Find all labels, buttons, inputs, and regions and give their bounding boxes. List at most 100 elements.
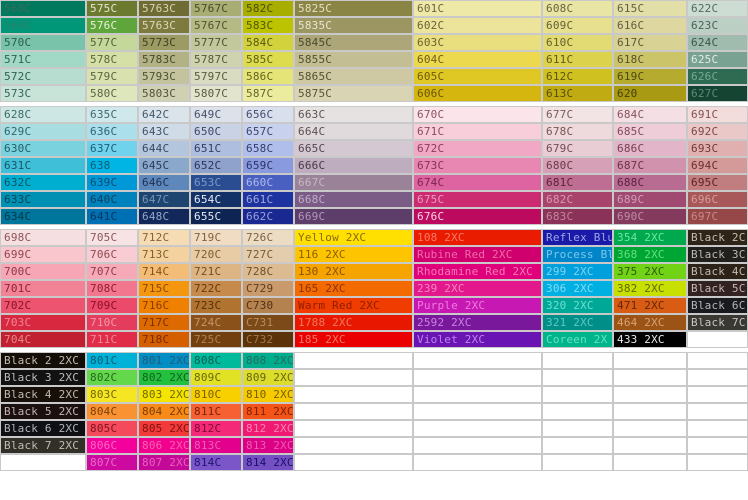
color-swatch[interactable]: 5825C xyxy=(294,0,413,17)
color-swatch[interactable]: 627C xyxy=(687,85,748,102)
color-swatch[interactable]: 665C xyxy=(294,140,413,157)
color-swatch[interactable]: 584C xyxy=(242,34,294,51)
color-swatch[interactable]: 802C xyxy=(86,369,138,386)
color-swatch[interactable]: 617C xyxy=(613,34,687,51)
color-swatch[interactable]: 5793C xyxy=(138,68,190,85)
color-swatch[interactable]: 622C xyxy=(687,0,748,17)
color-swatch[interactable]: 804C xyxy=(86,403,138,420)
color-swatch[interactable]: 648C xyxy=(138,208,190,225)
color-swatch[interactable]: Black 2 2XC xyxy=(0,352,86,369)
color-swatch[interactable]: 631C xyxy=(0,157,86,174)
color-swatch[interactable]: Rhodamine Red 2XC xyxy=(413,263,542,280)
color-swatch[interactable]: 691C xyxy=(687,106,748,123)
color-swatch[interactable]: 812 2XC xyxy=(242,420,294,437)
color-swatch[interactable]: 687C xyxy=(613,157,687,174)
color-swatch[interactable]: 382 2XC xyxy=(613,280,687,297)
color-swatch[interactable]: 814C xyxy=(190,454,242,471)
color-swatch[interactable]: Purple 2XC xyxy=(413,297,542,314)
color-swatch[interactable]: 720C xyxy=(190,246,242,263)
color-swatch[interactable]: Black 5C xyxy=(687,280,748,297)
color-swatch[interactable]: 582C xyxy=(242,0,294,17)
color-swatch[interactable]: 572C xyxy=(0,68,86,85)
color-swatch[interactable]: 5835C xyxy=(294,17,413,34)
color-swatch[interactable]: 630C xyxy=(0,140,86,157)
color-swatch[interactable]: 108 2XC xyxy=(413,229,542,246)
color-swatch[interactable]: 634C xyxy=(0,208,86,225)
color-swatch[interactable]: 801 2XC xyxy=(138,352,190,369)
color-swatch[interactable]: 725C xyxy=(190,331,242,348)
color-swatch[interactable]: Black 7 2XC xyxy=(0,437,86,454)
color-swatch[interactable]: 811C xyxy=(190,403,242,420)
color-swatch[interactable]: Yellow 2XC xyxy=(294,229,413,246)
color-swatch[interactable]: 629C xyxy=(0,123,86,140)
color-swatch[interactable]: 610C xyxy=(542,34,613,51)
color-swatch[interactable]: 674C xyxy=(413,174,542,191)
color-swatch[interactable]: Black 3 2XC xyxy=(0,369,86,386)
color-swatch[interactable]: 707C xyxy=(86,263,138,280)
color-swatch[interactable]: 719C xyxy=(190,229,242,246)
color-swatch[interactable]: 632C xyxy=(0,174,86,191)
color-swatch[interactable]: Black 6C xyxy=(687,297,748,314)
color-swatch[interactable]: Black 5 2XC xyxy=(0,403,86,420)
color-swatch[interactable]: C732 xyxy=(242,331,294,348)
color-swatch[interactable]: 471 2XC xyxy=(613,297,687,314)
color-swatch[interactable]: 808 2XC xyxy=(242,352,294,369)
color-swatch[interactable]: 805 2XC xyxy=(138,420,190,437)
color-swatch[interactable]: 726C xyxy=(242,229,294,246)
color-swatch[interactable]: 685C xyxy=(613,123,687,140)
color-swatch[interactable]: 306 2XC xyxy=(542,280,613,297)
color-swatch[interactable]: 354 2XC xyxy=(613,229,687,246)
color-swatch[interactable]: 693C xyxy=(687,140,748,157)
color-swatch[interactable]: 618C xyxy=(613,51,687,68)
color-swatch[interactable]: 165 2XC xyxy=(294,280,413,297)
color-swatch[interactable]: 602C xyxy=(413,17,542,34)
color-swatch[interactable]: 708C xyxy=(86,280,138,297)
color-swatch[interactable]: 433 2XC xyxy=(613,331,687,348)
color-swatch[interactable]: 185 2XC xyxy=(294,331,413,348)
color-swatch[interactable]: 703C xyxy=(0,314,86,331)
color-swatch[interactable]: 5763C xyxy=(138,17,190,34)
color-swatch[interactable]: 808C xyxy=(190,352,242,369)
color-swatch[interactable]: 130 2XC xyxy=(294,263,413,280)
color-swatch[interactable]: 724C xyxy=(190,314,242,331)
color-swatch[interactable]: 5783C xyxy=(138,51,190,68)
color-swatch[interactable]: 664C xyxy=(294,123,413,140)
color-swatch[interactable]: 5773C xyxy=(138,34,190,51)
color-swatch[interactable]: 375 2XC xyxy=(613,263,687,280)
color-swatch[interactable]: 651C xyxy=(190,140,242,157)
color-swatch[interactable]: 675C xyxy=(413,191,542,208)
color-swatch[interactable]: 585C xyxy=(242,51,294,68)
color-swatch[interactable]: 568C xyxy=(0,0,86,17)
color-swatch[interactable]: 809 2XC xyxy=(242,369,294,386)
color-swatch[interactable]: 680C xyxy=(542,157,613,174)
color-swatch[interactable]: 615C xyxy=(613,0,687,17)
color-swatch[interactable]: 706C xyxy=(86,246,138,263)
color-swatch[interactable]: 5763C xyxy=(138,0,190,17)
color-swatch[interactable]: Black 6 2XC xyxy=(0,420,86,437)
color-swatch[interactable]: Black 4 2XC xyxy=(0,386,86,403)
color-swatch[interactable]: 657C xyxy=(242,123,294,140)
color-swatch[interactable]: 668C xyxy=(294,191,413,208)
color-swatch[interactable]: 368 2XC xyxy=(613,246,687,263)
color-swatch[interactable]: 650C xyxy=(190,123,242,140)
color-swatch[interactable]: 603C xyxy=(413,34,542,51)
color-swatch[interactable]: 587C xyxy=(242,85,294,102)
color-swatch[interactable]: 601C xyxy=(413,0,542,17)
color-swatch[interactable]: 721C xyxy=(190,263,242,280)
color-swatch[interactable]: 569C xyxy=(0,17,86,34)
color-swatch[interactable]: 805C xyxy=(86,420,138,437)
color-swatch[interactable]: 645C xyxy=(138,157,190,174)
color-swatch[interactable]: 714C xyxy=(138,263,190,280)
color-swatch[interactable]: Warm Red 2XC xyxy=(294,297,413,314)
color-swatch[interactable]: 704C xyxy=(0,331,86,348)
color-swatch[interactable]: 803C xyxy=(86,386,138,403)
color-swatch[interactable]: 695C xyxy=(687,174,748,191)
color-swatch[interactable]: 679C xyxy=(542,140,613,157)
color-swatch[interactable]: 633C xyxy=(0,191,86,208)
color-swatch[interactable]: 5787C xyxy=(190,51,242,68)
color-swatch[interactable]: 605C xyxy=(413,68,542,85)
color-swatch[interactable]: 705C xyxy=(86,229,138,246)
color-swatch[interactable]: 811 2XC xyxy=(242,403,294,420)
color-swatch[interactable]: Black 7C xyxy=(687,314,748,331)
color-swatch[interactable]: Black 2C xyxy=(687,229,748,246)
